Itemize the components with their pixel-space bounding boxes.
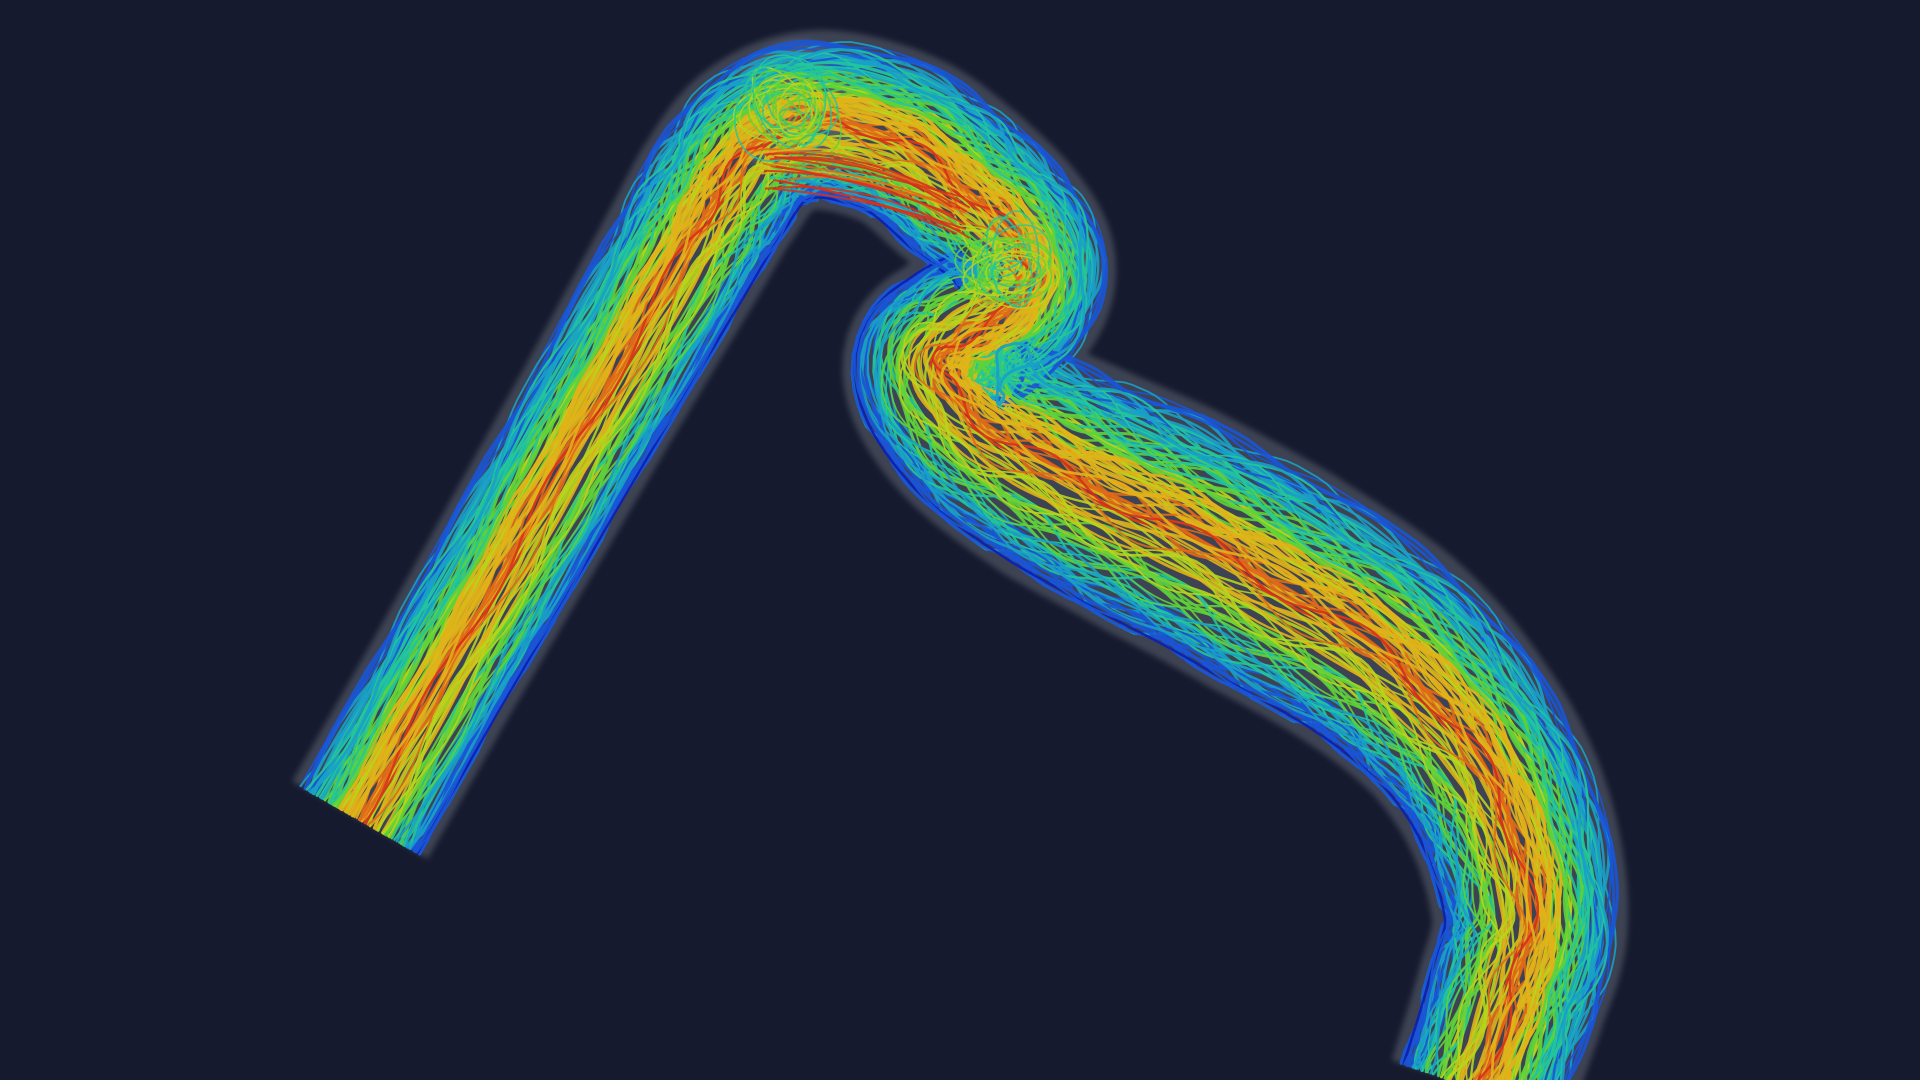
streamline <box>384 151 1496 1080</box>
streamline <box>315 61 1595 1080</box>
high-velocity-streamline <box>762 148 969 197</box>
streamline <box>363 111 1540 1080</box>
streamline <box>309 47 1610 1080</box>
high-velocity-streamline <box>764 152 971 209</box>
streamline <box>349 107 1544 1080</box>
streamline <box>339 98 1555 1080</box>
swirl-streamline-2 <box>962 238 1042 303</box>
high-velocity-streamline <box>774 156 953 208</box>
high-velocity-streamline <box>775 165 956 217</box>
streamline <box>335 84 1569 1080</box>
high-velocity-streamline <box>763 169 966 226</box>
high-velocity-streamline <box>772 187 967 230</box>
swirl-streamline-2 <box>975 232 1053 303</box>
swirl-streamline-1 <box>774 71 807 139</box>
streamline <box>350 113 1538 1080</box>
streamline <box>329 62 1595 1080</box>
swirl-streamline-1 <box>750 69 819 135</box>
swirl-streamline-2 <box>962 250 1049 296</box>
swirl-streamline-2 <box>954 236 1052 285</box>
swirl-streamline-1 <box>769 84 823 134</box>
swirl-streamline-2 <box>993 241 1037 273</box>
swirl-streamline-1 <box>753 73 842 159</box>
swirl-streamline-2 <box>993 243 1031 271</box>
streamline <box>303 39 1619 1080</box>
high-velocity-streamline <box>778 176 961 230</box>
streamline <box>355 100 1552 1080</box>
streamline <box>376 146 1502 1080</box>
swirl-streamline-2 <box>976 224 1052 300</box>
streamline <box>387 135 1513 1078</box>
high-velocity-streamline <box>772 178 962 232</box>
swirl-streamline-1 <box>734 56 827 162</box>
streamline <box>395 170 1476 1075</box>
streamline <box>373 135 1513 1080</box>
swirl-streamline-1 <box>776 82 818 137</box>
streamline <box>408 182 1461 1069</box>
streamline <box>345 90 1563 1080</box>
streamline <box>382 132 1516 1080</box>
streamline-bundle <box>299 39 1619 1080</box>
high-velocity-streamline <box>773 162 966 214</box>
